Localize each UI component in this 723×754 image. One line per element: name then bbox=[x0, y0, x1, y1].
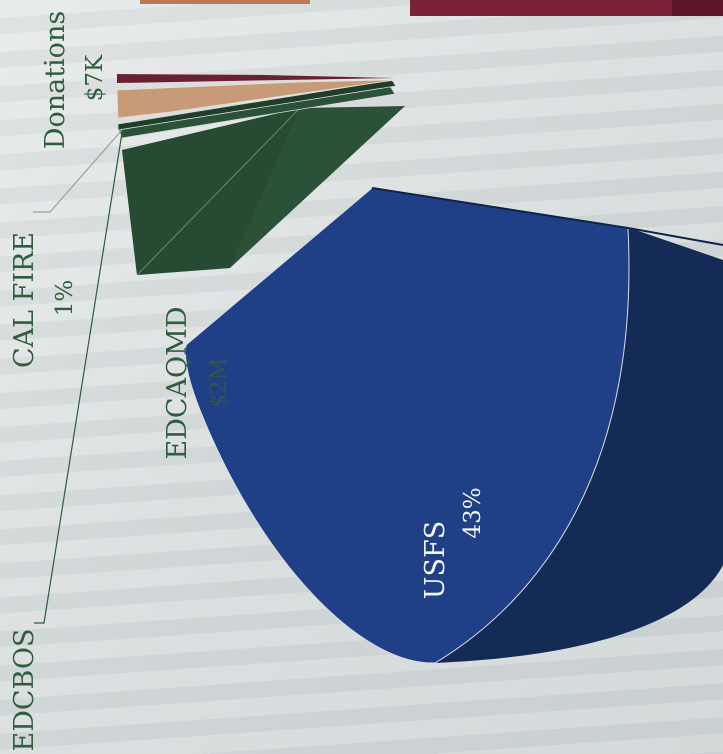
slice-edcaqmd-front bbox=[122, 108, 300, 275]
label-donations: Donations bbox=[40, 11, 71, 149]
value-usfs: 43% bbox=[460, 487, 486, 538]
value-calfire: 1% bbox=[52, 280, 78, 317]
slice-small-green bbox=[117, 79, 397, 139]
header-strip-dark bbox=[672, 0, 723, 16]
label-calfire: CAL FIRE bbox=[9, 232, 40, 368]
label-edcaqmd: EDCAQMD bbox=[162, 307, 193, 460]
slice-maroon bbox=[117, 74, 395, 83]
leader-edcbos bbox=[34, 132, 123, 624]
slice-donations-shape bbox=[116, 79, 396, 119]
header-strip-maroon bbox=[410, 0, 723, 16]
leader-lines bbox=[33, 129, 123, 624]
value-edcaqmd: $2M bbox=[207, 358, 232, 409]
label-edcbos: EDCBOS bbox=[9, 629, 40, 752]
header-strip bbox=[140, 0, 723, 16]
slice-usfs bbox=[185, 187, 723, 664]
slice-usfs-edge bbox=[371, 187, 723, 246]
slice-edcaqmd bbox=[122, 106, 405, 276]
label-usfs: USFS bbox=[420, 521, 451, 599]
slice-usfs-top bbox=[185, 187, 630, 664]
slice-donations bbox=[116, 74, 396, 119]
value-donations: $7K bbox=[82, 54, 108, 101]
leader-calfire bbox=[33, 129, 123, 213]
slice-usfs-side bbox=[372, 188, 723, 663]
header-strip-tan bbox=[140, 0, 310, 4]
slice-calfire bbox=[117, 79, 397, 131]
labels: Donations $7K CAL FIRE 1% EDCAQMD $2M ED… bbox=[9, 11, 486, 752]
